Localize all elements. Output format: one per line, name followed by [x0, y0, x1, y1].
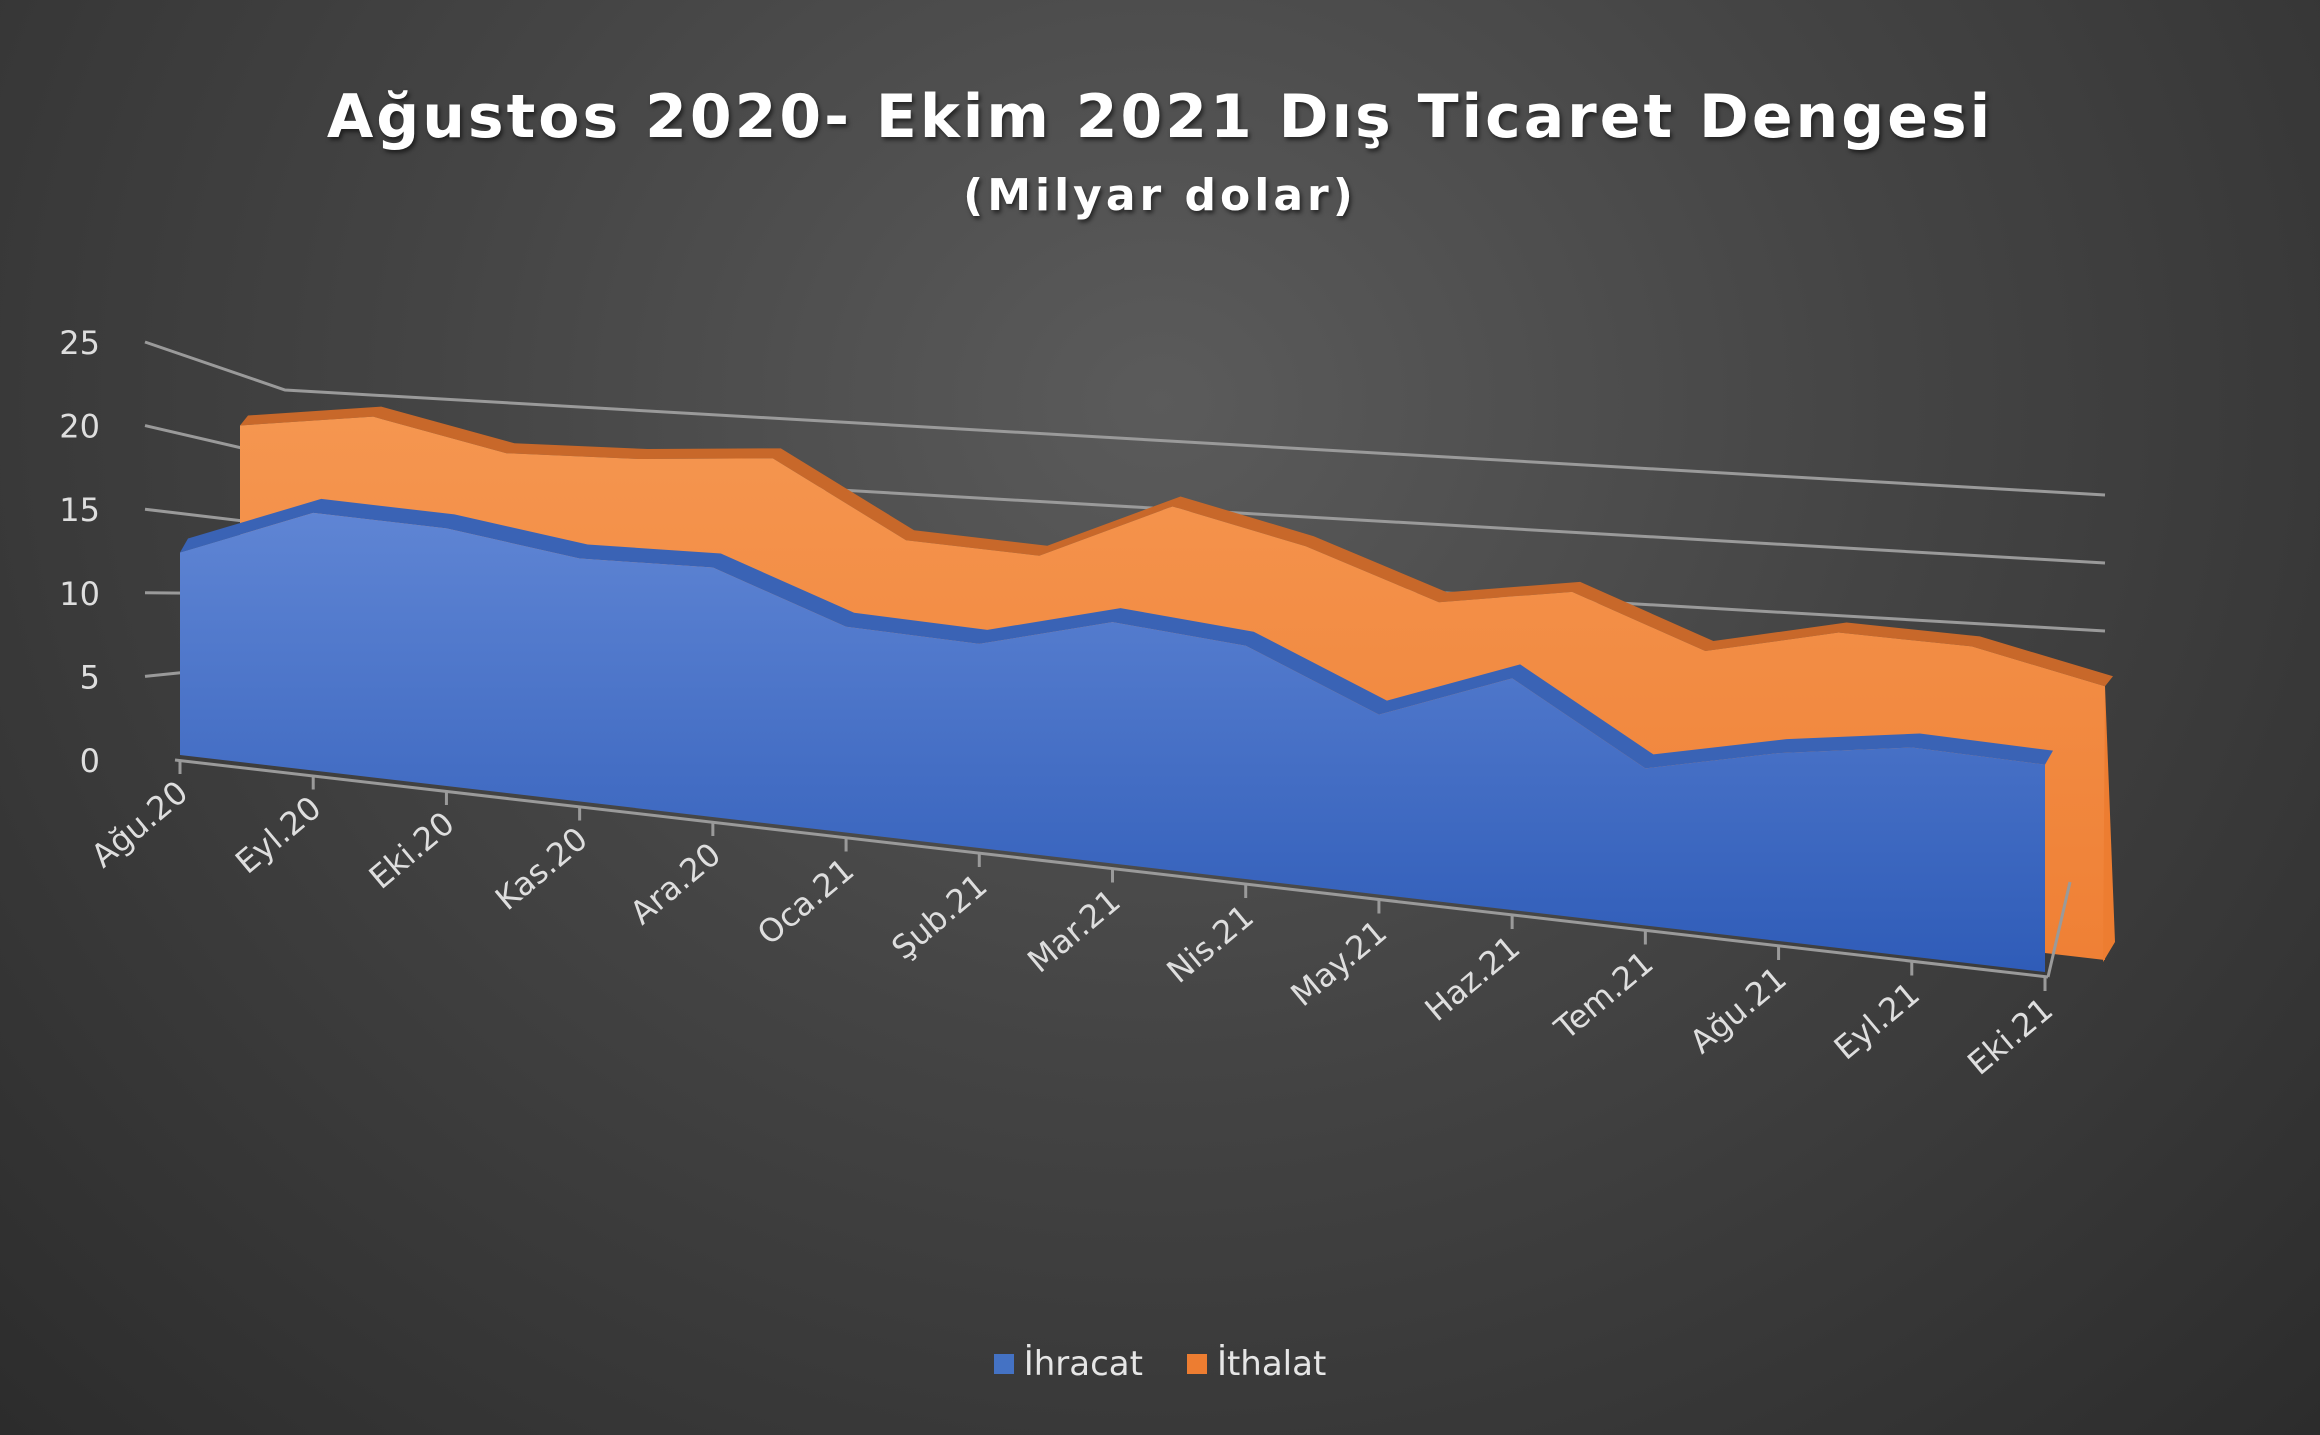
data-point-ihracat [311, 511, 315, 515]
y-tick-label: 0 [80, 742, 100, 780]
data-point-ithalat [1703, 649, 1707, 653]
data-point-ithalat [1970, 644, 1974, 648]
data-point-ihracat [977, 642, 981, 646]
x-tick-label: Haz.21 [1418, 928, 1528, 1029]
x-tick-label: Ara.20 [623, 835, 728, 932]
series-area-ihracat [180, 512, 2045, 972]
y-tick-label: 20 [59, 408, 100, 446]
gridline-25 [144, 340, 2106, 497]
data-point-ithalat [638, 457, 642, 461]
x-tick-label: Eyl.21 [1827, 975, 1927, 1068]
x-tick-label: Ağu.21 [1682, 959, 1793, 1061]
x-tick-label: Kas.20 [488, 820, 595, 918]
x-tick-label: Eki.20 [362, 804, 462, 896]
legend-item-ihracat[interactable]: İhracat [993, 1344, 1143, 1384]
y-tick-label: 5 [80, 658, 100, 696]
y-tick-label: 15 [59, 491, 100, 529]
data-point-ihracat [1377, 713, 1381, 717]
data-point-ithalat [504, 451, 508, 455]
data-point-ithalat [371, 415, 375, 419]
data-point-ihracat [711, 566, 715, 570]
y-tick-label: 10 [59, 575, 100, 613]
data-point-ihracat [1910, 746, 1914, 750]
data-point-ihracat [1510, 676, 1514, 680]
x-tick-label: Şub.21 [884, 866, 994, 967]
data-point-ithalat [1570, 590, 1574, 594]
legend-label-ihracat: İhracat [1023, 1344, 1143, 1384]
x-tick-label: Nis.21 [1160, 897, 1261, 991]
data-point-ihracat [1643, 766, 1647, 770]
legend-label-ithalat: İthalat [1216, 1344, 1327, 1384]
data-point-ihracat [1111, 620, 1115, 624]
chart-legend: İhracat İthalat [0, 1344, 2320, 1384]
data-point-ithalat [771, 456, 775, 460]
data-point-ithalat [1037, 554, 1041, 558]
x-tick-label: Oca.21 [750, 851, 861, 953]
x-tick-label: Tem.21 [1547, 944, 1661, 1048]
data-point-ihracat [178, 551, 182, 555]
x-tick-label: Ağu.20 [84, 773, 195, 875]
x-axis-depth-line [2046, 881, 2072, 978]
series-edge-ithalat [240, 406, 2113, 687]
data-point-ihracat [1244, 644, 1248, 648]
data-point-ihracat [444, 526, 448, 530]
chart-subtitle: (Milyar dolar) [963, 170, 1357, 221]
y-tick-label: 25 [59, 324, 100, 362]
data-point-ithalat [238, 423, 242, 427]
data-point-ihracat [1777, 751, 1781, 755]
data-point-ihracat [844, 625, 848, 629]
series-edge-ihracat [180, 498, 2053, 769]
data-point-ihracat [2043, 763, 2047, 767]
x-tick-label: Mar.21 [1020, 882, 1127, 981]
data-point-ithalat [1304, 544, 1308, 548]
data-point-ithalat [1171, 504, 1175, 508]
legend-swatch-ihracat [993, 1354, 1014, 1374]
series-areas [178, 406, 2115, 972]
x-tick-label: Eki.21 [1960, 990, 2060, 1082]
legend-item-ithalat[interactable]: İthalat [1186, 1344, 1327, 1384]
legend-swatch-ithalat [1186, 1354, 1207, 1374]
x-tick-label: Eyl.20 [228, 789, 328, 882]
series-side-ithalat [2103, 686, 2115, 962]
data-point-ithalat [904, 538, 908, 542]
x-tick-label: May.21 [1283, 913, 1394, 1014]
data-point-ithalat [1437, 600, 1441, 604]
data-point-ithalat [1837, 631, 1841, 635]
data-point-ihracat [578, 557, 582, 561]
chart-title: Ağustos 2020- Ekim 2021 Dış Ticaret Deng… [326, 82, 1994, 152]
